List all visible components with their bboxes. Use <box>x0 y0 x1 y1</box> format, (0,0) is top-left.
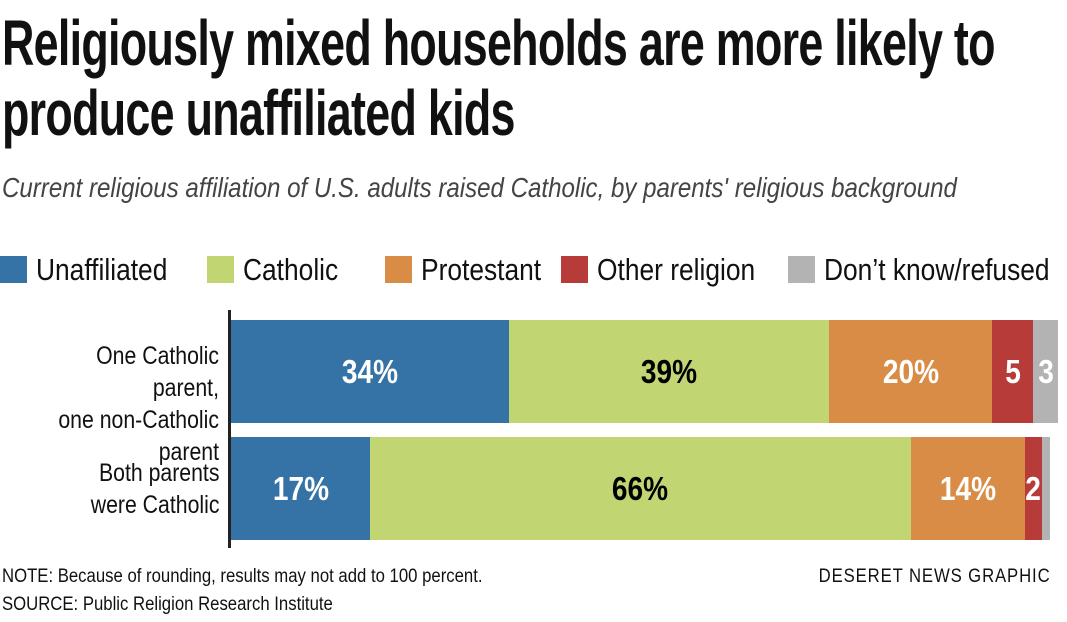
value-label: 2 <box>1025 469 1042 507</box>
value-label: 5 <box>1005 352 1021 390</box>
bar-segment <box>910 437 1026 540</box>
value-label: 3 <box>1037 352 1054 390</box>
note: NOTE: Because of rounding, results may n… <box>2 566 483 587</box>
legend-swatch <box>0 256 27 283</box>
legend-swatch <box>207 256 234 283</box>
bar-segment <box>509 320 829 423</box>
credit: DESERET NEWS GRAPHIC <box>819 566 1051 587</box>
category-label: One Catholic parent, one non-Catholic pa… <box>58 341 219 466</box>
bar-segment <box>1025 437 1042 540</box>
category-label: Both parents were Catholic <box>90 458 219 519</box>
value-label: 66% <box>612 469 669 507</box>
chart-title: Religiously mixed households are more li… <box>2 7 996 149</box>
legend-label: Catholic <box>243 252 339 287</box>
value-label: 20% <box>882 352 939 390</box>
value-label: 39% <box>640 352 698 390</box>
bar-segment <box>370 437 911 540</box>
legend-label: Don’t know/refused <box>824 252 1050 287</box>
value-label: 17% <box>272 469 329 507</box>
legend-label: Protestant <box>421 252 542 287</box>
bar-segment <box>231 320 510 423</box>
legend-swatch <box>385 256 412 283</box>
legend-swatch <box>788 256 815 283</box>
source: SOURCE: Public Religion Research Institu… <box>2 594 333 615</box>
legend-label: Unaffiliated <box>36 252 168 287</box>
chart-subtitle: Current religious affiliation of U.S. ad… <box>2 172 957 203</box>
bar-segment <box>231 437 371 540</box>
legend-label: Other religion <box>597 252 756 287</box>
bar-segment <box>1033 320 1058 423</box>
value-label: 34% <box>342 352 399 390</box>
legend-swatch <box>561 256 588 283</box>
bar-segment <box>1041 437 1050 540</box>
bar-segment <box>992 320 1034 423</box>
value-label: 14% <box>939 469 996 507</box>
bar-segment <box>828 320 993 423</box>
axis-line <box>228 310 231 548</box>
